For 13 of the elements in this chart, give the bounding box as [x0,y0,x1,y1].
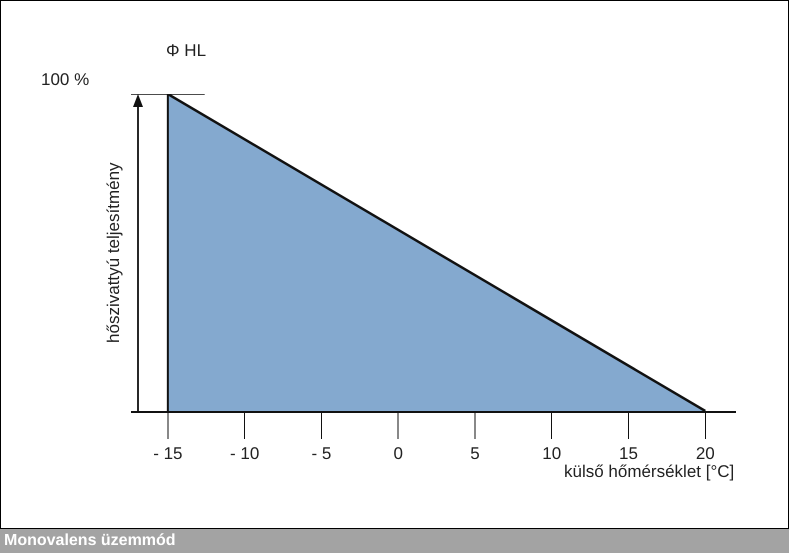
x-tick-label: 0 [393,444,403,464]
x-tick-label: 15 [619,444,638,464]
text: hőszivattyú teljesítmény [104,162,123,343]
text: Monovalens üzemmód [0,529,789,553]
x-tick-label: 10 [542,444,562,464]
x-tick-label: 20 [696,444,715,464]
x-tick-label: - 10 [230,444,260,464]
y-axis-title: Φ HL [166,41,206,60]
x-tick-label: - 15 [153,444,182,464]
ref-line-label: 100 % [41,70,90,89]
x-axis-title: külső hőmérséklet [°C] [564,462,734,481]
x-tick-label: - 5 [311,444,332,464]
x-tick-label: 5 [470,444,480,464]
